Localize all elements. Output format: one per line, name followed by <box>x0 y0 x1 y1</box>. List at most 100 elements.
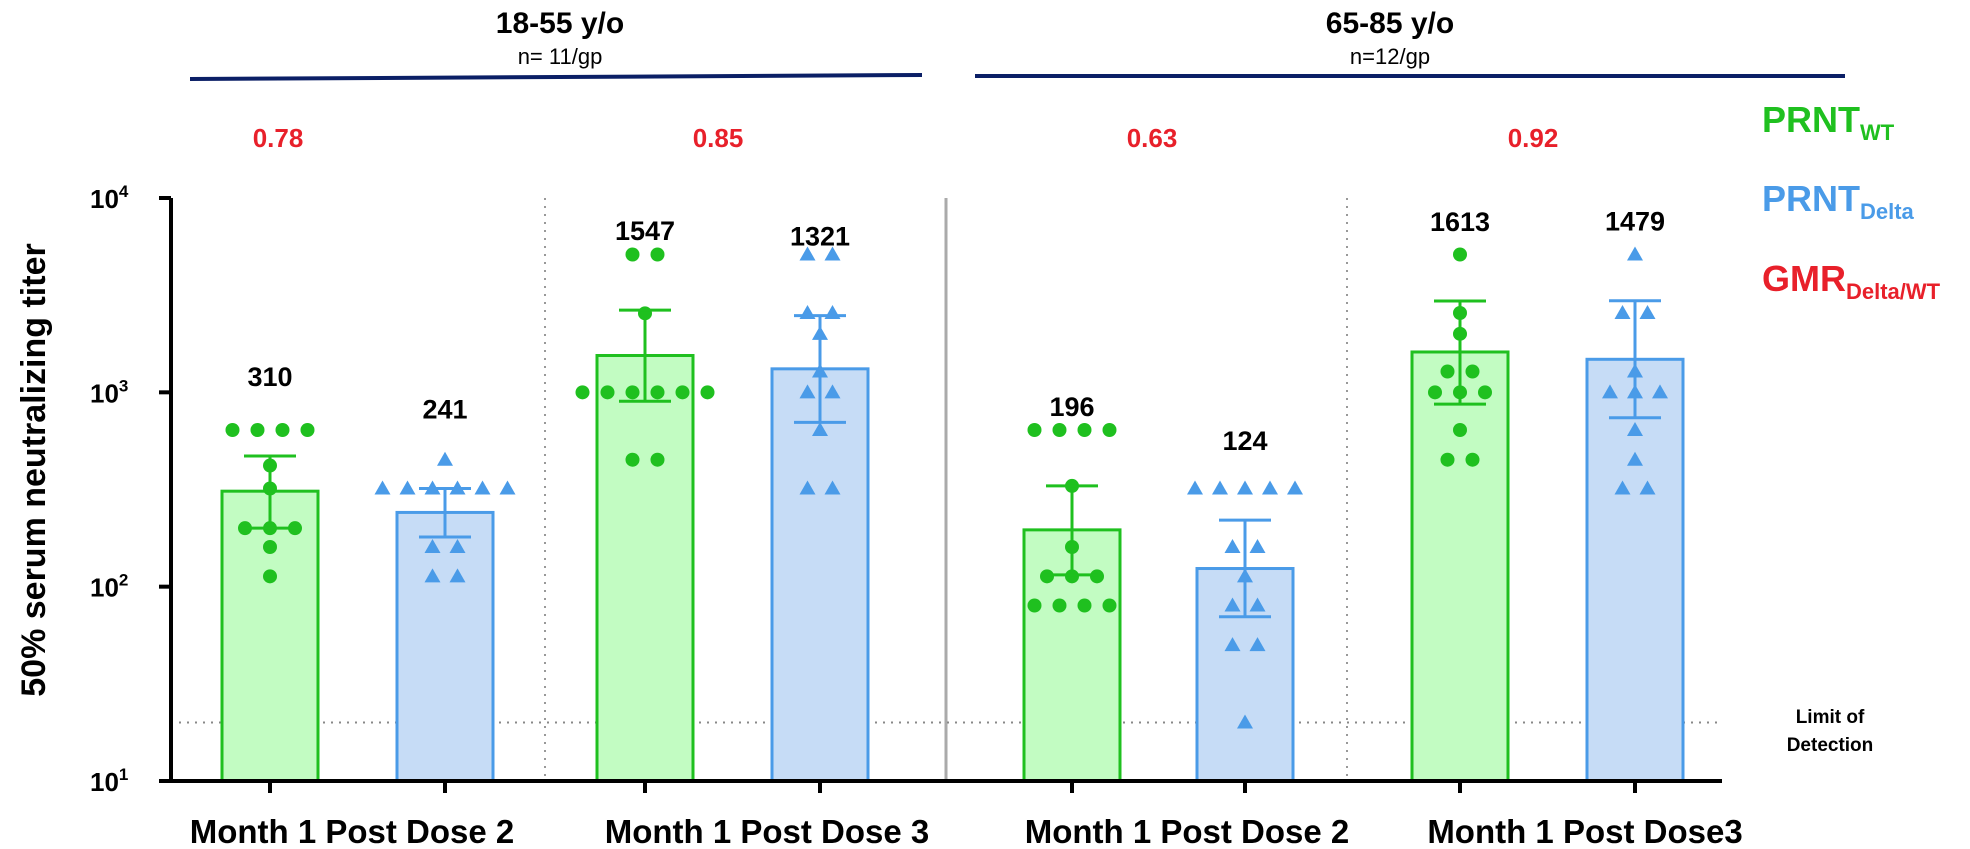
data-point <box>824 384 841 399</box>
data-point <box>1237 480 1253 495</box>
y-tick-exponent: 1 <box>119 765 128 784</box>
bar-group-wt-1: 310 <box>220 362 320 783</box>
data-point <box>263 569 277 584</box>
data-point <box>600 385 615 400</box>
data-point <box>1453 422 1467 437</box>
legend-gmr-main: GMR <box>1762 258 1846 299</box>
data-point <box>250 422 265 437</box>
data-point <box>1627 246 1643 261</box>
data-point <box>1440 364 1455 379</box>
bar-value-label: 1479 <box>1605 207 1665 237</box>
data-point <box>650 247 665 262</box>
data-point <box>1224 597 1241 612</box>
group-subtitle-2: n=12/gp <box>1350 44 1430 69</box>
data-point <box>1077 422 1092 437</box>
data-point <box>1614 480 1631 495</box>
bar-value-label: 124 <box>1222 426 1267 456</box>
data-point <box>1187 480 1203 495</box>
data-point <box>225 422 240 437</box>
gmr-value-1: 0.78 <box>253 123 304 153</box>
bar-group-wt-4: 1613 <box>1410 207 1510 783</box>
y-tick-base: 10 <box>90 573 119 603</box>
data-point <box>1652 384 1668 399</box>
group-title-2: 65-85 y/o <box>1326 7 1454 40</box>
y-tick-base: 10 <box>90 184 119 214</box>
data-point <box>437 451 453 466</box>
data-point <box>1287 480 1303 495</box>
data-point <box>1212 480 1228 495</box>
legend-prnt-wt-sub: WT <box>1860 120 1895 145</box>
legend-prnt-wt-main: PRNT <box>1762 99 1860 140</box>
lod-label-line1: Limit of <box>1796 707 1865 728</box>
x-label-2: Month 1 Post Dose 3 <box>605 813 930 849</box>
data-point <box>1102 598 1117 613</box>
x-label-3: Month 1 Post Dose 2 <box>1025 813 1350 849</box>
bar <box>1410 350 1510 783</box>
bar-value-label: 310 <box>247 362 292 392</box>
y-axis-title: 50% serum neutralizing titer <box>15 243 53 696</box>
data-point <box>1262 480 1278 495</box>
group-header-2: 65-85 y/o n=12/gp <box>975 7 1845 78</box>
y-tick-label-3: 103 <box>90 376 128 408</box>
data-point <box>1614 304 1631 319</box>
data-point <box>1052 598 1067 613</box>
data-point <box>499 480 516 495</box>
bar <box>220 489 320 783</box>
data-point <box>1465 452 1480 467</box>
data-point <box>474 480 491 495</box>
legend-prnt-delta-main: PRNT <box>1762 178 1860 219</box>
data-point <box>812 421 828 436</box>
data-point <box>575 385 590 400</box>
bar <box>395 510 495 783</box>
data-point <box>275 422 290 437</box>
legend-gmr: GMRDelta/WT <box>1762 258 1941 304</box>
data-point <box>1627 421 1643 436</box>
bar-group-delta-1: 241 <box>374 394 516 783</box>
data-point <box>824 480 841 495</box>
legend-gmr-sub: Delta/WT <box>1846 279 1941 304</box>
data-point <box>1249 637 1266 652</box>
data-point <box>263 539 277 554</box>
data-point <box>1639 304 1656 319</box>
bar-group-wt-3: 196 <box>1022 392 1122 783</box>
y-tick-exponent: 2 <box>119 571 128 590</box>
data-point <box>1602 384 1618 399</box>
data-point <box>1224 637 1241 652</box>
data-point <box>1249 538 1266 553</box>
data-point <box>1249 597 1266 612</box>
x-label-4: Month 1 Post Dose3 <box>1427 813 1742 849</box>
group-header-1: 18-55 y/o n= 11/gp <box>189 7 923 81</box>
group-title-1: 18-55 y/o <box>496 7 624 40</box>
y-tick-base: 10 <box>90 767 119 797</box>
bar <box>770 367 870 783</box>
y-tick-base: 10 <box>90 378 119 408</box>
y-tick-exponent: 4 <box>119 182 129 201</box>
group-subtitle-1: n= 11/gp <box>518 44 603 69</box>
data-point <box>1052 422 1067 437</box>
data-point <box>824 246 841 261</box>
bar-value-label: 1321 <box>790 222 850 252</box>
data-point <box>449 538 466 553</box>
data-point <box>1440 452 1455 467</box>
data-point <box>1237 714 1253 729</box>
bar-value-label: 241 <box>422 394 467 424</box>
data-point <box>799 384 816 399</box>
data-point <box>625 452 640 467</box>
y-tick-label-1: 101 <box>90 765 128 797</box>
data-point <box>1027 422 1042 437</box>
data-point <box>700 385 715 400</box>
data-point <box>399 480 416 495</box>
data-point <box>799 480 816 495</box>
y-tick-exponent: 3 <box>119 376 128 395</box>
gmr-value-4: 0.92 <box>1508 123 1559 153</box>
data-point <box>1102 422 1117 437</box>
data-point <box>1027 598 1042 613</box>
legend-prnt-delta-sub: Delta <box>1860 199 1915 224</box>
bar-group-delta-3: 124 <box>1187 426 1303 783</box>
data-point <box>1428 385 1442 400</box>
data-point <box>1639 480 1656 495</box>
data-point <box>300 422 315 437</box>
data-point <box>799 246 816 261</box>
